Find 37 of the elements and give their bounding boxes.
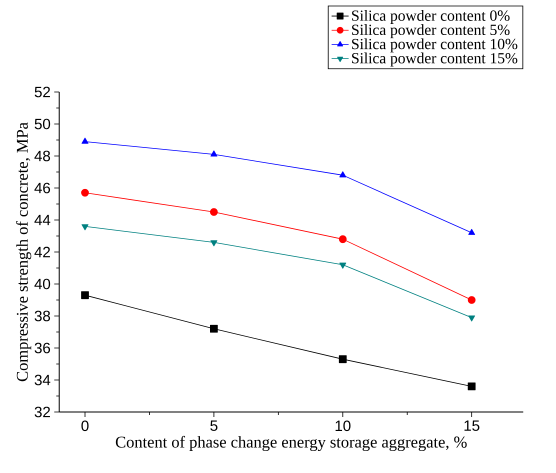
point xyxy=(210,240,218,246)
point xyxy=(81,291,89,300)
legend-label: Silica powder content 15% xyxy=(352,52,518,67)
point xyxy=(82,138,88,144)
x-tick-label: 10 xyxy=(336,420,350,432)
legend-label: Silica powder content 0% xyxy=(352,10,510,24)
y-tick-label: 52 xyxy=(34,86,50,98)
y-tick-label: 32 xyxy=(34,406,50,418)
point xyxy=(210,208,218,216)
y-tick-label: 34 xyxy=(34,374,50,386)
point xyxy=(468,382,476,390)
x-tick-label: 15 xyxy=(464,420,480,431)
point xyxy=(468,296,476,304)
point xyxy=(81,188,89,197)
point xyxy=(468,228,476,235)
y-tick-label: 36 xyxy=(34,342,50,354)
y-tick-label: 40 xyxy=(34,278,50,290)
point xyxy=(339,262,346,269)
x-tick-label: 5 xyxy=(210,420,218,431)
legend-label: Silica powder content 10% xyxy=(352,38,518,52)
y-tick-label: 48 xyxy=(34,150,50,162)
y-tick-label: 38 xyxy=(34,310,50,322)
point xyxy=(339,171,346,178)
y-tick-label: 44 xyxy=(34,214,50,226)
y-tick-label: 42 xyxy=(34,246,50,258)
point xyxy=(210,324,218,333)
y-tick-label: 46 xyxy=(34,182,50,194)
legend-label: Silica powder content 5% xyxy=(352,24,510,38)
point xyxy=(210,150,218,157)
point xyxy=(468,315,476,322)
y-tick-label: 50 xyxy=(34,118,50,130)
point xyxy=(82,224,88,230)
point xyxy=(338,355,347,364)
y-axis-title: Compressive strength of concrete, MPa xyxy=(16,122,32,382)
x-tick-label: 0 xyxy=(81,420,89,432)
x-axis-title: Content of phase change energy storage aggregate, % xyxy=(116,436,467,452)
point xyxy=(338,235,347,244)
